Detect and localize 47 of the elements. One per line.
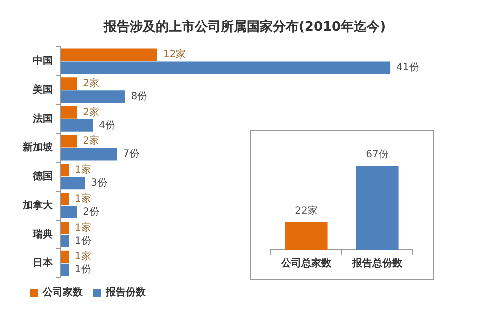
legend-label: 公司家数 xyxy=(42,286,84,299)
y-tick-label: 中国 xyxy=(33,55,53,68)
data-label: 67份 xyxy=(366,150,389,161)
bar xyxy=(61,193,70,206)
bar xyxy=(61,148,118,161)
data-label: 41份 xyxy=(396,62,420,74)
bar xyxy=(61,264,70,276)
y-tick-label: 新加坡 xyxy=(22,142,54,154)
data-label: 3份 xyxy=(91,178,108,190)
bar xyxy=(61,135,78,148)
bar xyxy=(61,222,70,234)
data-label: 7份 xyxy=(123,149,140,160)
y-tick-label: 瑞典 xyxy=(32,228,53,240)
bar xyxy=(61,235,70,248)
data-label: 1家 xyxy=(75,250,92,263)
bar xyxy=(61,120,94,132)
data-label: 1家 xyxy=(75,222,92,234)
data-label: 1份 xyxy=(75,236,92,247)
data-label: 2家 xyxy=(83,135,100,148)
data-label: 4份 xyxy=(99,120,116,132)
bar xyxy=(61,78,78,90)
data-label: 22家 xyxy=(295,205,318,218)
data-label: 8份 xyxy=(131,91,148,102)
bar xyxy=(61,164,70,177)
y-tick-label: 美国 xyxy=(32,84,53,96)
data-label: 2家 xyxy=(83,106,100,118)
x-tick-label: 报告总份数 xyxy=(352,258,404,270)
bar xyxy=(61,62,391,74)
bar xyxy=(61,177,86,190)
data-label: 1份 xyxy=(75,264,92,276)
chart-title: 报告涉及的上市公司所属国家分布(2010年迄今) xyxy=(102,18,388,36)
bar xyxy=(61,48,158,62)
data-label: 1家 xyxy=(75,192,92,205)
y-tick-label: 德国 xyxy=(32,170,53,183)
y-tick-label: 加拿大 xyxy=(22,199,54,212)
data-label: 1家 xyxy=(75,164,92,176)
bar xyxy=(61,90,126,103)
y-tick-label: 法国 xyxy=(32,112,53,125)
legend-label: 报告份数 xyxy=(105,286,147,299)
bar xyxy=(61,250,70,264)
data-label: 12家 xyxy=(163,48,186,61)
bar xyxy=(61,206,78,218)
y-tick-label: 日本 xyxy=(33,257,54,270)
x-tick-label: 公司总家数 xyxy=(280,258,332,270)
bar xyxy=(61,106,78,119)
data-label: 2家 xyxy=(83,77,100,90)
data-label: 2份 xyxy=(83,206,100,218)
